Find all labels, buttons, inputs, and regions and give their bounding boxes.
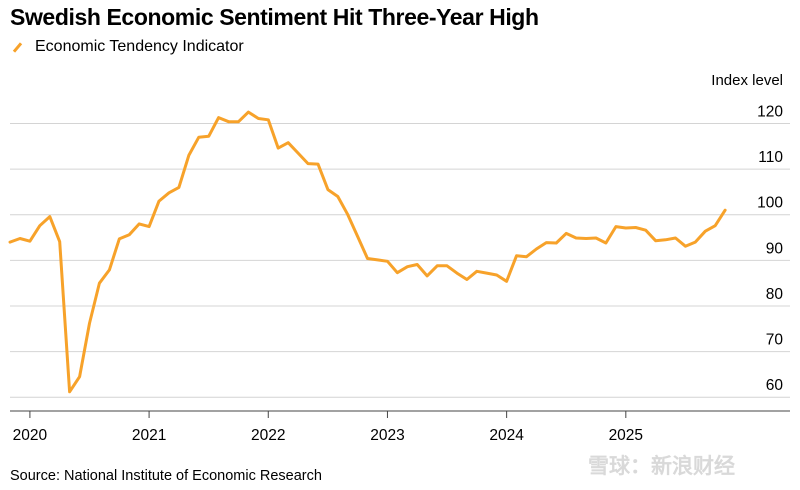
data-point <box>396 271 399 274</box>
data-point <box>724 209 727 212</box>
data-point <box>455 272 458 275</box>
data-point <box>247 111 250 114</box>
data-point <box>128 233 131 236</box>
x-tick-label: 2025 <box>609 427 643 444</box>
x-tick-label: 2024 <box>489 427 524 444</box>
data-point <box>525 255 528 258</box>
data-point <box>68 390 71 393</box>
data-point <box>217 116 220 119</box>
data-point <box>416 263 419 266</box>
data-point <box>674 237 677 240</box>
data-point <box>684 245 687 248</box>
x-tick-label: 2020 <box>13 427 48 444</box>
data-point <box>307 162 310 165</box>
data-point <box>664 238 667 241</box>
data-point <box>277 147 280 150</box>
data-point <box>555 242 558 245</box>
y-tick-label: 100 <box>757 195 783 212</box>
data-point <box>495 274 498 277</box>
data-point <box>505 280 508 283</box>
y-tick-label: 90 <box>766 240 784 257</box>
x-tick-label: 2022 <box>251 427 285 444</box>
data-point <box>237 120 240 123</box>
data-point <box>158 200 161 203</box>
series-line-economic-tendency-indicator <box>8 110 727 394</box>
y-tick-label: 70 <box>766 332 784 349</box>
data-point <box>654 239 657 242</box>
data-point <box>376 258 379 261</box>
data-point <box>326 188 329 191</box>
data-point <box>704 230 707 233</box>
data-point <box>386 260 389 263</box>
data-point <box>257 117 260 120</box>
data-point <box>197 136 200 139</box>
y-tick-label: 80 <box>766 286 784 303</box>
data-point <box>436 264 439 267</box>
data-point <box>297 152 300 155</box>
data-point <box>88 322 91 325</box>
data-point <box>98 282 101 285</box>
y-tick-label: 60 <box>766 377 784 394</box>
data-point <box>138 222 141 225</box>
data-point <box>28 240 31 243</box>
data-point <box>207 135 210 138</box>
data-point <box>177 186 180 189</box>
data-point <box>58 240 61 243</box>
source-note: Source: National Institute of Economic R… <box>10 468 322 484</box>
data-point <box>48 215 51 218</box>
data-point <box>624 227 627 230</box>
data-point <box>485 272 488 275</box>
data-point <box>644 229 647 232</box>
data-point <box>634 226 637 229</box>
data-point <box>515 254 518 257</box>
data-point <box>346 213 349 216</box>
data-point <box>336 195 339 198</box>
data-point <box>535 248 538 251</box>
chart-title: Swedish Economic Sentiment Hit Three-Yea… <box>10 4 539 30</box>
data-point <box>356 235 359 238</box>
data-point <box>168 191 171 194</box>
data-point <box>595 237 598 240</box>
data-point <box>317 163 320 166</box>
data-point <box>614 225 617 228</box>
data-point <box>78 375 81 378</box>
data-point <box>19 237 22 240</box>
data-point <box>575 237 578 240</box>
data-point <box>366 257 369 260</box>
data-point <box>604 242 607 245</box>
data-point <box>227 120 230 123</box>
data-point <box>465 278 468 281</box>
y-tick-label: 110 <box>758 149 783 166</box>
x-tick-label: 2023 <box>370 427 404 444</box>
x-tick-label: 2021 <box>132 427 166 444</box>
data-point <box>148 225 151 228</box>
data-point <box>267 118 270 121</box>
legend: Economic Tendency Indicator <box>10 38 244 56</box>
data-point <box>694 241 697 244</box>
y-axis-label: Index level <box>711 72 783 89</box>
data-point <box>38 224 41 227</box>
data-point <box>287 141 290 144</box>
data-point <box>585 237 588 240</box>
data-point <box>9 241 12 244</box>
data-point <box>108 268 111 271</box>
legend-label: Economic Tendency Indicator <box>35 38 244 55</box>
data-point <box>475 270 478 273</box>
data-point <box>565 232 568 235</box>
data-point <box>426 274 429 277</box>
data-point <box>446 264 449 267</box>
y-tick-label: 120 <box>757 103 783 120</box>
data-point <box>545 241 548 244</box>
data-point <box>406 265 409 268</box>
data-point <box>714 224 717 227</box>
data-point <box>187 154 190 157</box>
watermark: 雪球：新浪财经 <box>588 455 735 478</box>
data-point <box>118 237 121 240</box>
